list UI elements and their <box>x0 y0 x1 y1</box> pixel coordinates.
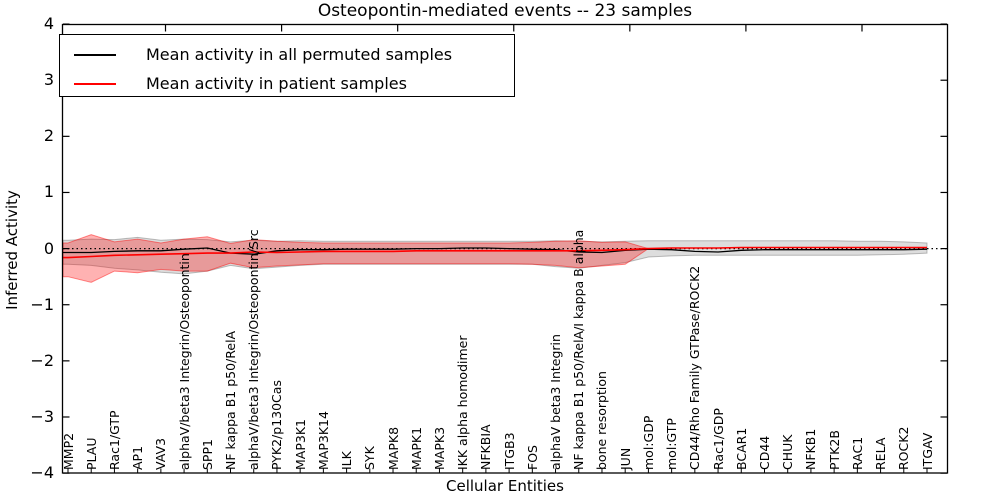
x-tick-label: VAV3 <box>153 437 169 470</box>
x-tick-label: MAPK1 <box>408 426 424 470</box>
y-tick-label: −2 <box>30 350 54 370</box>
x-tick-label: MAP3K1 <box>292 419 308 470</box>
x-tick-label: FOS <box>524 445 540 470</box>
patient-mean-line <box>63 246 927 259</box>
y-tick-label: −3 <box>30 406 54 426</box>
x-tick-label: NF kappa B1 p50/RelA/I kappa B alpha <box>571 229 587 470</box>
legend-line-patient <box>74 82 116 85</box>
x-tick-label: ROCK2 <box>896 426 912 470</box>
x-tick-label: PLAU <box>83 437 99 471</box>
x-tick-label: bone resorption <box>594 371 610 470</box>
x-tick-label: mol:GDP <box>640 415 656 470</box>
legend-label-patient: Mean activity in patient samples <box>146 74 407 93</box>
x-tick-label: MMP2 <box>60 432 76 470</box>
legend-entry-patient: Mean activity in patient samples <box>72 69 514 98</box>
x-tick-label: MAPK8 <box>385 426 401 470</box>
x-axis-title: Cellular Entities <box>446 477 564 495</box>
x-tick-label: NFKBIA <box>478 424 494 470</box>
x-tick-label: MAP3K14 <box>315 411 331 470</box>
x-tick-label: alphaV/beta3 Integrin/Osteopontin <box>176 253 192 470</box>
x-tick-label: JUN <box>617 447 633 470</box>
legend: Mean activity in all permuted samples Me… <box>59 34 515 97</box>
x-tick-label: alphaV beta3 Integrin <box>548 334 564 470</box>
x-tick-label: CHUK <box>780 434 796 470</box>
y-tick-label: 2 <box>43 126 54 146</box>
x-tick-label: ITGAV <box>919 432 935 470</box>
legend-entry-permuted: Mean activity in all permuted samples <box>72 40 514 69</box>
permuted-samples-band <box>62 236 928 275</box>
x-tick-label: PTK2B <box>826 430 842 470</box>
x-tick-label: NF kappa B1 p50/RelA <box>223 330 238 470</box>
chart-title: Osteopontin-mediated events -- 23 sample… <box>317 1 693 21</box>
legend-line-permuted <box>74 53 116 56</box>
x-tick-label: CD44 <box>756 435 772 470</box>
x-tick-label: alphaV/beta3 Integrin/Osteopontin/Src <box>246 229 262 470</box>
x-tick-label: Rac1/GDP <box>710 408 726 470</box>
y-tick-label: 3 <box>43 70 54 90</box>
x-tick-label: mol:GTP <box>664 418 680 470</box>
x-tick-label: ITGB3 <box>501 432 517 470</box>
x-tick-label: MAPK3 <box>431 426 447 470</box>
y-tick-label: 4 <box>43 14 54 34</box>
x-tick-label: IKK alpha homodimer <box>455 335 471 471</box>
x-tick-label: BCAR1 <box>733 427 749 470</box>
x-tick-label: PYK2/p130Cas <box>269 380 285 470</box>
x-tick-label: NFKB1 <box>803 428 819 470</box>
y-tick-label: −1 <box>30 294 54 314</box>
x-tick-label: RELA <box>873 437 889 470</box>
y-tick-label: −4 <box>30 463 54 483</box>
legend-label-permuted: Mean activity in all permuted samples <box>146 45 453 64</box>
x-tick-label: SYK <box>362 446 378 470</box>
x-tick-label: RAC1 <box>849 436 865 470</box>
y-tick-label: 1 <box>43 182 54 202</box>
y-tick-label: 0 <box>43 238 54 258</box>
x-tick-label: ILK <box>339 451 355 470</box>
plot-border <box>61 23 949 474</box>
x-tick-label: CD44/Rho Family GTPase/ROCK2 <box>687 265 703 470</box>
x-tick-label: AP1 <box>130 445 146 470</box>
x-tick-label: SPP1 <box>199 439 215 470</box>
x-tick-label: Rac1/GTP <box>106 410 122 470</box>
permuted-mean-line <box>63 247 928 255</box>
